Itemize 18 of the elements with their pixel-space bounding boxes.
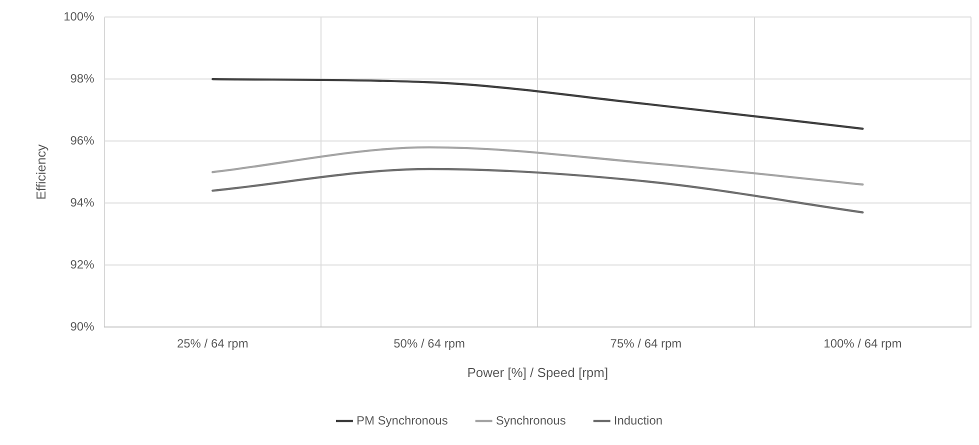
x-tick-label: 25% / 64 rpm [176,336,248,351]
y-tick-label: 98% [70,71,95,86]
x-tick-label: 75% / 64 rpm [610,336,682,351]
legend-label: PM Synchronous [356,413,448,428]
legend-label: Synchronous [496,413,566,428]
y-tick-label: 96% [70,133,95,148]
y-tick-label: 94% [70,195,95,210]
line-series [212,168,864,214]
y-tick-label: 90% [70,319,95,334]
y-axis-title: Efficiency [33,144,48,200]
y-tick-label: 100% [64,10,95,24]
line-series [212,78,864,130]
line-series [212,146,864,186]
y-tick-label: 92% [70,257,95,272]
legend-label: Induction [614,413,663,428]
x-tick-label: 100% / 64 rpm [824,336,902,351]
x-axis-title: Power [%] / Speed [rpm] [467,364,608,380]
x-tick-label: 50% / 64 rpm [394,336,465,351]
